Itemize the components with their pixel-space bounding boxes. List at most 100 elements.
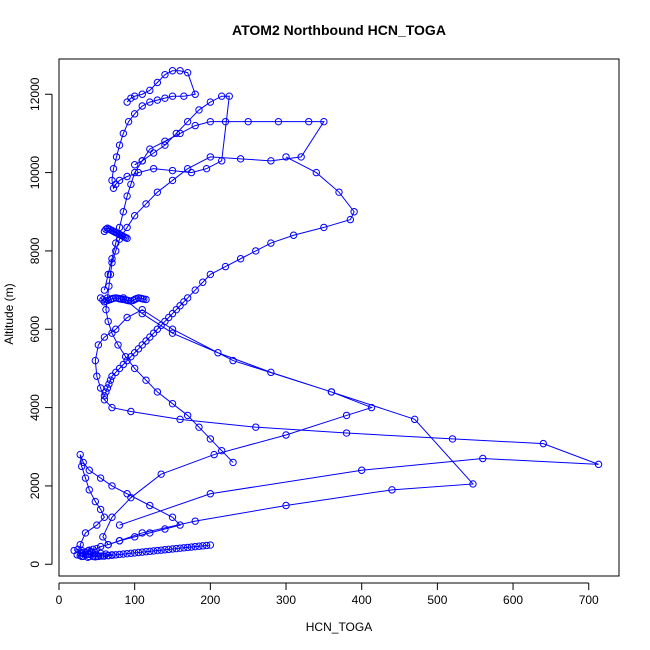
data-point (320, 117, 328, 126)
data-point (121, 352, 130, 361)
data-point (142, 548, 150, 556)
data-point (195, 542, 203, 550)
data-point (218, 446, 226, 455)
data-point (342, 429, 351, 437)
data-point (161, 546, 169, 554)
data-point (123, 356, 131, 365)
x-axis-label: HCN_TOGA (306, 620, 372, 634)
data-point (112, 325, 120, 333)
data-point (206, 490, 215, 498)
data-point (180, 298, 188, 306)
data-point (130, 549, 139, 557)
data-point (327, 388, 336, 396)
data-point (134, 345, 143, 353)
data-point (146, 547, 154, 556)
x-tick-label: 200 (200, 593, 220, 607)
data-point (106, 270, 115, 279)
data-point (176, 302, 184, 310)
data-point (479, 454, 487, 463)
data-point (176, 415, 184, 424)
data-point (168, 166, 177, 175)
data-point (115, 364, 124, 373)
data-point (142, 376, 150, 384)
data-point (81, 529, 90, 537)
data-point (168, 325, 177, 333)
data-point (142, 200, 150, 208)
data-point (206, 117, 215, 126)
data-point (153, 78, 162, 87)
data-point (206, 270, 215, 279)
data-point (109, 164, 118, 173)
data-point (123, 313, 131, 322)
data-point (142, 295, 150, 304)
data-point (183, 543, 192, 552)
data-point (176, 544, 184, 552)
y-tick-label: 4000 (28, 394, 42, 421)
data-point (274, 117, 283, 126)
data-point (138, 102, 146, 110)
data-point (115, 141, 124, 149)
data-point (297, 153, 305, 161)
data-point (172, 305, 181, 314)
data-point (115, 537, 124, 545)
y-tick-label: 8000 (28, 237, 42, 264)
x-tick-label: 300 (276, 593, 296, 607)
data-point (123, 549, 131, 558)
data-point (210, 450, 218, 459)
data-point (168, 309, 177, 318)
series-line-3 (111, 70, 230, 190)
data-point (202, 164, 211, 173)
data-point (81, 548, 90, 557)
data-point (168, 329, 177, 337)
data-point (388, 486, 396, 494)
data-point (94, 341, 103, 349)
data-point (134, 548, 143, 557)
data-point (130, 161, 139, 169)
data-point (96, 474, 105, 482)
data-point (161, 94, 169, 102)
plot-frame (58, 58, 620, 577)
data-point (214, 349, 222, 357)
data-point (130, 110, 139, 118)
data-point (127, 407, 135, 416)
data-point (236, 155, 245, 163)
data-point (127, 180, 135, 189)
data-point (161, 70, 169, 79)
data-point (199, 542, 207, 550)
data-point (85, 552, 93, 561)
data-point (187, 168, 196, 177)
data-point (93, 372, 101, 380)
data-point (108, 551, 116, 559)
data-point (108, 255, 116, 263)
data-point (119, 360, 128, 369)
x-tick-label: 600 (503, 593, 523, 607)
data-point (358, 466, 366, 474)
data-point (124, 117, 133, 126)
y-tick-label: 2000 (28, 472, 42, 499)
series-line-7 (104, 227, 128, 239)
y-tick-label: 6000 (28, 316, 42, 343)
data-point (146, 501, 154, 510)
data-point (191, 90, 199, 98)
data-point (123, 223, 131, 232)
data-point (199, 278, 207, 286)
data-point (100, 396, 109, 404)
data-point (146, 145, 154, 153)
series-line-6 (100, 297, 147, 303)
data-point (236, 255, 245, 263)
data-point (289, 231, 298, 239)
data-point (367, 403, 376, 412)
y-tick-label: 10000 (28, 156, 42, 190)
data-point (267, 368, 275, 377)
data-point (108, 372, 116, 380)
data-point (153, 188, 162, 196)
data-point (218, 157, 226, 165)
data-point (168, 176, 177, 185)
data-point (112, 180, 120, 189)
data-point (119, 550, 128, 558)
data-point (191, 121, 199, 130)
data-point (183, 294, 192, 302)
data-point (335, 188, 343, 196)
y-axis-label: Altitude (m) (2, 283, 16, 344)
data-point (130, 349, 139, 357)
